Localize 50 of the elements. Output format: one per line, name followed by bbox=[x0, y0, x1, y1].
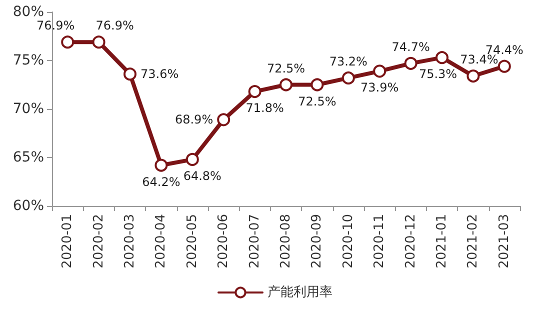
point bbox=[124, 68, 136, 81]
point bbox=[466, 70, 480, 83]
x-tick-label: 2021-02 bbox=[466, 214, 481, 268]
point bbox=[404, 56, 418, 70]
x-tick-label: 2020-11 bbox=[372, 214, 388, 268]
point bbox=[186, 152, 199, 166]
data-label: 64.8% bbox=[183, 168, 222, 183]
x-tick-label: 2020-03 bbox=[122, 214, 138, 268]
x-tick-label: 2020-09 bbox=[310, 214, 325, 268]
point bbox=[310, 78, 324, 92]
data-label: 73.2% bbox=[329, 54, 368, 68]
point bbox=[92, 36, 106, 49]
data-label: 76.9% bbox=[36, 18, 75, 33]
point bbox=[342, 71, 355, 84]
y-tick-label: 60% bbox=[12, 198, 44, 214]
x-tick-label: 2021-03 bbox=[496, 214, 512, 268]
point bbox=[61, 36, 74, 49]
y-tick-label: 70% bbox=[12, 101, 44, 117]
point bbox=[248, 85, 262, 98]
x-tick-label: 2020-04 bbox=[154, 214, 169, 268]
y-tick-label: 80% bbox=[12, 4, 44, 20]
point bbox=[436, 51, 448, 64]
x-tick-label: 2020-02 bbox=[91, 214, 106, 268]
x-tick-label: 2020-10 bbox=[340, 214, 356, 268]
x-tick-label: 2020-05 bbox=[184, 214, 200, 268]
data-label: 68.9% bbox=[174, 112, 214, 127]
x-tick-label: 2020-07 bbox=[247, 214, 262, 268]
point bbox=[373, 64, 386, 78]
x-tick-label: 2020-01 bbox=[60, 214, 76, 268]
legend-label: 产能利用率 bbox=[268, 284, 332, 300]
data-label: 64.2% bbox=[142, 174, 180, 189]
x-tick-label: 2020-12 bbox=[403, 214, 418, 268]
y-tick-label: 75% bbox=[12, 52, 44, 68]
x-tick-label: 2021-01 bbox=[434, 214, 450, 268]
point bbox=[217, 113, 230, 126]
data-label: 71.8% bbox=[246, 101, 284, 116]
point bbox=[280, 78, 292, 92]
data-label: 73.6% bbox=[140, 67, 179, 82]
point bbox=[154, 158, 168, 172]
data-label: 72.5% bbox=[266, 61, 306, 76]
data-label: 73.9% bbox=[360, 80, 399, 95]
x-tick-label: 2020-08 bbox=[278, 214, 294, 268]
data-label: 72.5% bbox=[298, 94, 336, 108]
y-tick-label: 65% bbox=[12, 150, 44, 166]
data-label: 76.9% bbox=[96, 18, 134, 33]
data-label: 74.7% bbox=[392, 40, 430, 54]
data-label: 75.3% bbox=[418, 67, 458, 82]
x-tick-label: 2020-06 bbox=[216, 214, 232, 268]
point bbox=[498, 60, 511, 73]
data-label: 73.4% bbox=[460, 52, 498, 67]
